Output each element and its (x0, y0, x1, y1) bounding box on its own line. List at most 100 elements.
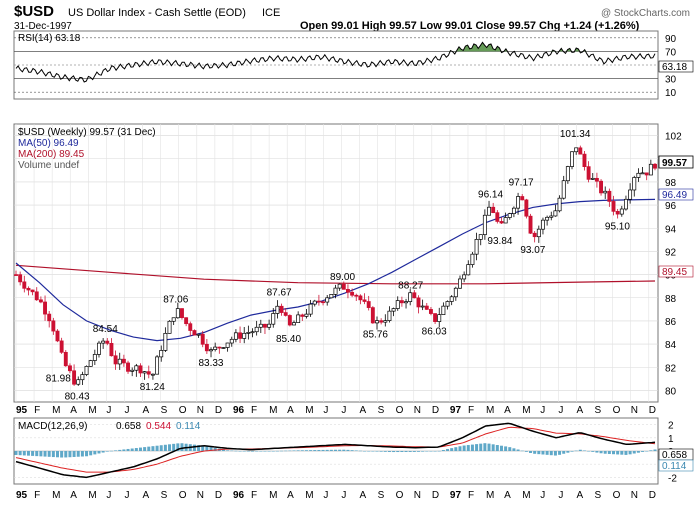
price-annotation: 101.34 (560, 129, 591, 140)
candle-body (300, 314, 305, 317)
candle-body (524, 199, 529, 217)
x-tick-label: O (179, 405, 187, 416)
macd-histogram-bar (242, 451, 246, 452)
macd-hist-tag: 0.114 (662, 461, 687, 472)
candle-body (362, 299, 367, 302)
candle-body (503, 217, 508, 224)
macd-histogram-bar (416, 451, 420, 452)
macd-histogram-bar (300, 450, 304, 451)
x-axis-price: 95 F M A M J J A S O N D 96 F M A M J J A S O N D 97 F M A M J J A S O N D (16, 405, 656, 416)
macd-histogram-bar (334, 449, 337, 451)
candle-body (545, 216, 550, 221)
candle-body (34, 291, 39, 301)
candle-body (163, 332, 168, 351)
x-axis-macd: 95 F M A M J J A S O N D 96 F M A M J J A S O N D 97 F M A M J J A S O N D (16, 490, 656, 501)
candle-body (292, 322, 296, 326)
candle-body (308, 303, 313, 315)
candle-body (453, 287, 458, 298)
x-tick-label: M (305, 490, 313, 501)
candle-body (536, 228, 541, 238)
ma50-tag: 96.49 (662, 190, 687, 201)
x-tick-label: D (432, 490, 439, 501)
candle-body (399, 300, 404, 304)
price-annotation: 85.40 (276, 334, 301, 345)
macd-histogram-bar (205, 446, 209, 451)
candle-body (229, 338, 234, 344)
macd-histogram-bar (163, 444, 167, 451)
macd-histogram-bar (321, 449, 325, 451)
x-tick-label: D (215, 490, 222, 501)
macd-histogram-bar (201, 445, 205, 451)
candle-body (254, 326, 259, 333)
candle-body (462, 274, 467, 280)
candle-body (437, 314, 442, 322)
macd-histogram-bar (304, 450, 308, 451)
x-tick-label: D (649, 490, 656, 501)
macd-histogram-bar (168, 444, 172, 451)
macd-histogram-bar (317, 449, 321, 451)
macd-histogram-bar (292, 450, 296, 451)
price-annotation: 97.17 (509, 178, 534, 189)
last-price-tag: 99.57 (662, 158, 687, 169)
macd-histogram-bar (636, 451, 640, 453)
macd-histogram-bar (529, 451, 533, 453)
x-tick-label: A (504, 490, 511, 501)
macd-histogram-bar (151, 446, 155, 451)
candle-body (47, 313, 52, 322)
x-tick-label: J (106, 405, 111, 416)
candle-body (246, 332, 251, 334)
macd-histogram-bar (255, 451, 259, 452)
macd-histogram-bar (329, 449, 333, 451)
candle-body (458, 278, 462, 289)
candle-body (648, 163, 653, 176)
x-tick-label: 96 (233, 405, 245, 416)
macd-histogram-bar (421, 451, 425, 452)
x-tick-label: F (34, 490, 40, 501)
candle-body (379, 320, 384, 323)
macd-histogram-bar (280, 450, 284, 452)
candle-body (341, 283, 346, 290)
price-annotation: 95.10 (605, 222, 630, 233)
macd-histogram-bar (387, 451, 391, 452)
ohlc-readout: Open 99.01 High 99.57 Low 99.01 Close 99… (300, 20, 640, 32)
candle-body (225, 342, 230, 348)
candle-body (549, 215, 554, 218)
x-tick-label: M (269, 405, 277, 416)
candle-body (43, 301, 47, 315)
candle-body (275, 305, 280, 314)
candle-body (316, 300, 321, 303)
macd-histogram-bar (516, 449, 520, 451)
candle-body (636, 172, 641, 178)
x-tick-label: 97 (450, 490, 462, 501)
macd-histogram-bar (363, 451, 367, 452)
candle-body (408, 292, 413, 302)
macd-histogram-bar (607, 451, 611, 454)
candle-body (51, 320, 56, 332)
macd-histogram-bar (118, 449, 122, 451)
macd-histogram-bar (371, 451, 375, 452)
macd-tick-label: 1 (668, 434, 674, 445)
candle-body (478, 234, 483, 240)
candle-body (607, 190, 612, 202)
rsi-tick-label: 90 (665, 34, 677, 45)
candle-body (611, 201, 616, 212)
candle-body (159, 350, 164, 358)
ma200-tag: 89.45 (662, 267, 687, 278)
candle-body (296, 314, 301, 323)
x-tick-label: M (522, 490, 530, 501)
x-tick-label: N (631, 490, 638, 501)
candle-body (445, 301, 450, 307)
macd-histogram-bar (109, 450, 113, 452)
candle-body (142, 371, 147, 374)
candle-body (26, 287, 31, 291)
macd-histogram-bar (533, 451, 537, 454)
candle-body (271, 313, 276, 325)
macd-histogram-bar (143, 447, 147, 451)
candle-body (582, 153, 587, 167)
candle-body (516, 196, 521, 209)
x-tick-label: A (70, 405, 77, 416)
macd-tick-label: -2 (668, 473, 677, 484)
macd-histogram-bar (147, 446, 151, 451)
macd-histogram-bar (85, 451, 89, 457)
candle-body (586, 166, 591, 180)
